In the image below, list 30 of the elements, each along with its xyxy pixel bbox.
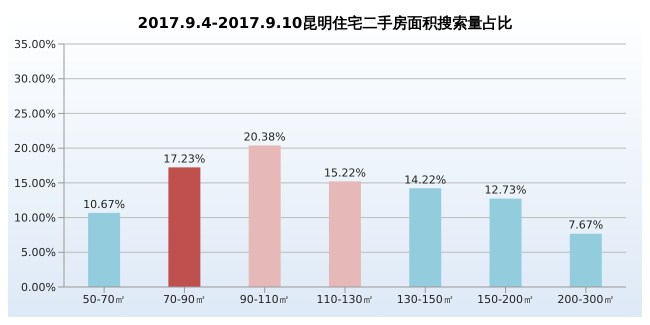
y-tick-label: 25.00% [14, 107, 56, 120]
x-tick-label: 50-70㎡ [82, 292, 126, 306]
bar [248, 146, 281, 287]
bar [88, 212, 120, 287]
x-tick-label: 110-130㎡ [316, 292, 374, 306]
data-label: 17.23% [163, 152, 206, 166]
bar [409, 188, 442, 287]
x-tick-label: 90-110㎡ [240, 292, 290, 306]
y-tick-label: 30.00% [14, 72, 56, 86]
chart-title: 2017.9.4-2017.9.10昆明住宅二手房面积搜索量占比 [136, 13, 514, 34]
bar [168, 167, 200, 287]
y-tick-label: 20.00% [14, 142, 56, 156]
x-tick-label: 70-90㎡ [162, 292, 206, 306]
x-tick-label: 150-200㎡ [477, 292, 534, 306]
data-label: 20.38% [244, 130, 286, 144]
y-tick-label: 35.00% [14, 38, 56, 51]
bar [570, 234, 602, 287]
bar [490, 198, 522, 287]
data-label: 14.22% [404, 173, 446, 186]
data-label: 7.67% [568, 218, 604, 232]
data-label: 15.22% [324, 166, 366, 180]
data-label: 12.73% [484, 184, 526, 197]
data-label: 10.67% [83, 198, 126, 211]
y-tick-label: 5.00% [21, 246, 56, 260]
bar [328, 181, 361, 287]
y-tick-label: 10.00% [14, 211, 56, 224]
y-tick-label: 15.00% [14, 176, 56, 190]
x-tick-label: 200-300㎡ [557, 292, 614, 306]
x-tick-label: 130-150㎡ [396, 292, 454, 306]
y-tick-label: 0.00% [21, 280, 56, 294]
